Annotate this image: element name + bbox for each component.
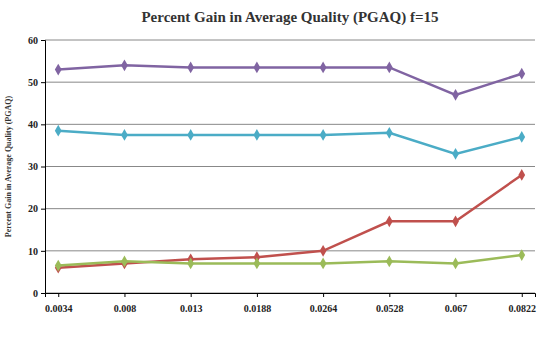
- x-tick: 0.0188: [244, 293, 272, 314]
- y-tick: 60: [28, 35, 45, 46]
- series-marker: [253, 62, 260, 74]
- series-line: [58, 131, 522, 154]
- x-tick-label: 0.0528: [376, 303, 404, 314]
- y-tick-mark: [41, 167, 45, 168]
- x-tick-mark: [257, 293, 258, 297]
- series-marker: [187, 129, 194, 141]
- series-line: [58, 175, 522, 268]
- x-tick: 0.067: [445, 293, 468, 314]
- y-tick-label: 40: [28, 119, 38, 130]
- y-tick-mark: [41, 40, 45, 41]
- series-marker: [452, 215, 459, 227]
- series-marker: [452, 148, 459, 160]
- chart: 0 10 20 30 40 50 60 0.0034 0.008 0.013 0.0188 0.026…: [0, 0, 545, 338]
- series-marker: [518, 169, 525, 181]
- x-axis-line: [46, 294, 536, 298]
- series-marker: [187, 62, 194, 74]
- series-marker: [320, 129, 327, 141]
- title: Percent Gain in Average Quality (PGAQ) f…: [141, 9, 438, 26]
- series-marker: [55, 260, 62, 272]
- y-tick-label: 50: [28, 77, 38, 88]
- y-tick-mark: [41, 293, 45, 294]
- series-marker: [518, 131, 525, 143]
- series-marker: [386, 255, 393, 267]
- x-tick-mark: [124, 293, 125, 297]
- y-tick: 30: [28, 161, 45, 172]
- grid-line: [45, 124, 535, 125]
- series-marker: [55, 125, 62, 137]
- series-marker: [386, 215, 393, 227]
- x-tick-mark: [191, 293, 192, 297]
- x-tick-mark: [58, 293, 59, 297]
- grid-line: [45, 250, 535, 251]
- y-axis-line: [41, 41, 46, 294]
- y-tick-label: 60: [28, 35, 38, 46]
- grid-line: [45, 82, 535, 83]
- series-line: [58, 255, 522, 266]
- y-tick-label: 10: [28, 246, 38, 257]
- grid-line: [45, 40, 535, 41]
- plot: 0 10 20 30 40 50 60 0.0034 0.008 0.013 0.0188 0.026…: [28, 35, 536, 314]
- y-tick: 10: [28, 246, 45, 257]
- series-marker: [320, 258, 327, 270]
- y-tick: 20: [28, 203, 45, 214]
- series-marker: [55, 64, 62, 76]
- x-tick-label: 0.067: [445, 303, 468, 314]
- grid-line: [45, 208, 535, 209]
- y-tick: 0: [33, 288, 45, 299]
- series-marker: [187, 258, 194, 270]
- series-marker: [121, 59, 128, 71]
- x-tick: 0.0822: [509, 293, 536, 314]
- x-tick-mark: [522, 293, 523, 297]
- series-marker: [452, 258, 459, 270]
- x-tick-label: 0.013: [180, 303, 203, 314]
- x-tick: 0.008: [114, 293, 137, 314]
- x-tick: 0.0264: [310, 293, 338, 314]
- series-marker: [518, 249, 525, 261]
- series-group: [55, 59, 525, 273]
- y-tick: 50: [28, 77, 45, 88]
- series-marker: [386, 62, 393, 74]
- y-axis: 0 10 20 30 40 50 60: [28, 35, 46, 299]
- y-axis-title: Percent Gain in Average Quality (PGAQ): [4, 96, 13, 238]
- series-marker: [320, 62, 327, 74]
- y-tick-label: 20: [28, 203, 38, 214]
- series-marker: [121, 129, 128, 141]
- x-tick-mark: [323, 293, 324, 297]
- y-tick-mark: [41, 209, 45, 210]
- series-marker: [253, 129, 260, 141]
- y-tick-mark: [41, 124, 45, 125]
- x-tick-label: 0.0034: [45, 303, 72, 314]
- series-marker: [386, 127, 393, 139]
- x-tick: 0.013: [180, 293, 203, 314]
- x-tick-mark: [389, 293, 390, 297]
- series-marker: [253, 258, 260, 270]
- series-line: [58, 65, 522, 95]
- y-tick-mark: [41, 251, 45, 252]
- series-marker: [121, 255, 128, 267]
- x-axis: 0.0034 0.008 0.013 0.0188 0.0264 0.0528 0.067 0…: [45, 293, 536, 314]
- x-tick-label: 0.008: [114, 303, 137, 314]
- x-tick-label: 0.0264: [310, 303, 338, 314]
- x-tick: 0.0528: [376, 293, 404, 314]
- series-marker: [320, 245, 327, 257]
- y-tick-mark: [41, 82, 45, 83]
- x-tick: 0.0034: [45, 293, 72, 314]
- x-tick-mark: [456, 293, 457, 297]
- series-marker: [518, 68, 525, 80]
- y-tick-label: 0: [33, 288, 38, 299]
- grid-line: [45, 166, 535, 167]
- x-tick-label: 0.0822: [509, 303, 536, 314]
- grid: [45, 40, 535, 293]
- x-tick-label: 0.0188: [244, 303, 272, 314]
- y-tick-label: 30: [28, 161, 38, 172]
- series-marker: [452, 89, 459, 101]
- y-tick: 40: [28, 119, 45, 130]
